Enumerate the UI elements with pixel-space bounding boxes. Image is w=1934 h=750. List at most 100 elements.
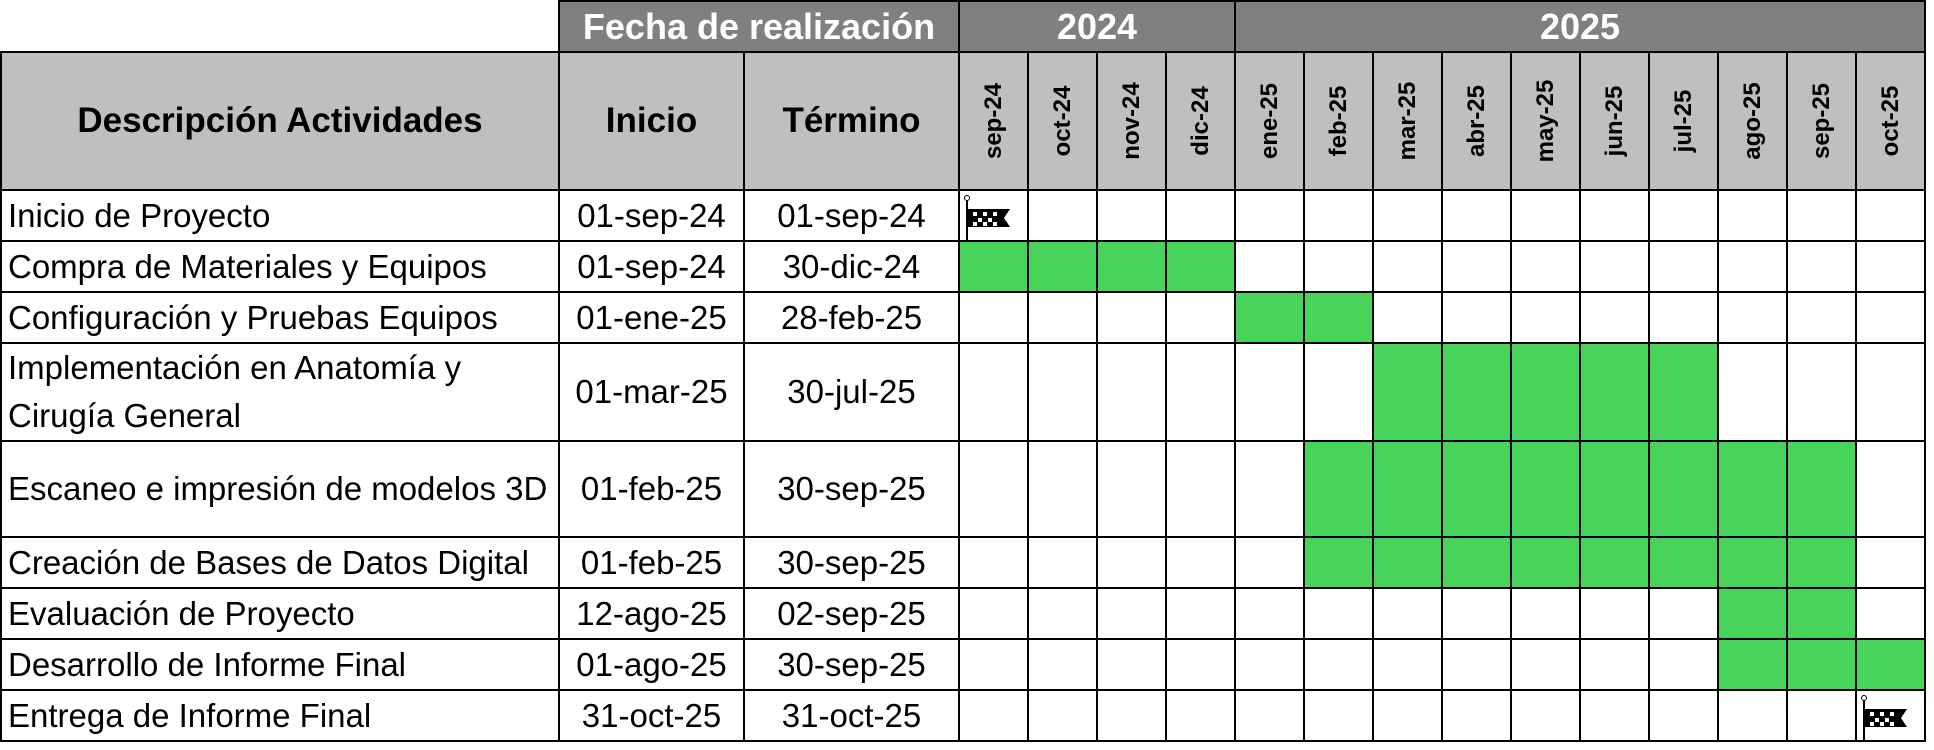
month-label: may-25 [1531,79,1559,163]
gantt-bar-cell [1717,638,1788,691]
gantt-bar-cell [1441,342,1512,442]
task-description: Evaluación de Proyecto [0,587,560,640]
gantt-empty-cell [958,689,1029,742]
gantt-bar-cell [1303,291,1374,344]
gantt-bar-cell [1579,536,1650,589]
gantt-empty-cell [1027,342,1098,442]
month-label: jun-25 [1600,85,1628,157]
month-label: ene-25 [1255,82,1283,160]
gantt-empty-cell [1234,342,1305,442]
gantt-empty-cell [1234,638,1305,691]
gantt-bar-cell [1372,440,1443,538]
gantt-empty-cell [1855,189,1926,242]
gantt-bar-cell [1441,536,1512,589]
month-header-sep-24: sep-24 [958,51,1029,191]
gantt-empty-cell [1441,291,1512,344]
gantt-empty-cell [1855,342,1926,442]
gantt-empty-cell [1165,291,1236,344]
gantt-empty-cell [1786,189,1857,242]
task-description: Inicio de Proyecto [0,189,560,242]
task-description: Creación de Bases de Datos Digital [0,536,560,589]
gantt-bar-cell [1234,291,1305,344]
gantt-empty-cell [1234,587,1305,640]
gantt-bar-cell [1303,536,1374,589]
month-label: sep-25 [1807,82,1835,160]
gantt-empty-cell [1096,638,1167,691]
gantt-empty-cell [1372,291,1443,344]
gantt-empty-cell [1027,440,1098,538]
gantt-empty-cell [1510,638,1581,691]
task-row: Desarrollo de Informe Final 01-ago-25 30-s… [0,638,1926,691]
month-header-jul-25: jul-25 [1648,51,1719,191]
gantt-empty-cell [1717,240,1788,293]
gantt-empty-cell [1441,689,1512,742]
gantt-empty-cell [1441,638,1512,691]
gantt-empty-cell [958,342,1029,442]
month-label: mar-25 [1393,81,1421,161]
gantt-empty-cell [1096,587,1167,640]
gantt-empty-cell [1717,291,1788,344]
gantt-empty-cell [958,189,1029,242]
task-start-date: 12-ago-25 [558,587,745,640]
gantt-empty-cell [1234,536,1305,589]
gantt-empty-cell [1027,638,1098,691]
gantt-bar-cell [1441,440,1512,538]
gantt-empty-cell [1303,638,1374,691]
gantt-empty-cell [1441,240,1512,293]
fecha-header: Fecha de realización [558,0,960,53]
task-start-date: 01-ene-25 [558,291,745,344]
task-end-date: 31-oct-25 [743,689,960,742]
gantt-empty-cell [1372,689,1443,742]
gantt-empty-cell [1027,189,1098,242]
task-row: Inicio de Proyecto 01-sep-24 01-sep-24 [0,189,1926,242]
gantt-empty-cell [1786,689,1857,742]
gantt-empty-cell [1510,587,1581,640]
task-start-date: 31-oct-25 [558,689,745,742]
gantt-empty-cell [1855,587,1926,640]
task-start-date: 01-sep-24 [558,189,745,242]
month-label: abr-25 [1462,84,1490,158]
gantt-empty-cell [1096,689,1167,742]
gantt-empty-cell [1579,291,1650,344]
gantt-bar-cell [1786,587,1857,640]
gantt-empty-cell [1303,189,1374,242]
task-end-date: 28-feb-25 [743,291,960,344]
gantt-bar-cell [1579,342,1650,442]
gantt-empty-cell [1372,189,1443,242]
task-row: Evaluación de Proyecto 12-ago-25 02-sep-25 [0,587,1926,640]
gantt-empty-cell [1648,240,1719,293]
gantt-empty-cell [1579,240,1650,293]
task-row: Configuración y Pruebas Equipos 01-ene-25… [0,291,1926,344]
gantt-empty-cell [1441,189,1512,242]
month-header-oct-25: oct-25 [1855,51,1926,191]
gantt-empty-cell [1096,440,1167,538]
gantt-empty-cell [1648,689,1719,742]
gantt-empty-cell [1855,440,1926,538]
gantt-empty-cell [1579,689,1650,742]
col-header-desc: Descripción Actividades [0,51,560,191]
gantt-empty-cell [1648,587,1719,640]
gantt-empty-cell [1855,240,1926,293]
month-label: oct-24 [1048,85,1076,157]
task-end-date: 30-dic-24 [743,240,960,293]
gantt-empty-cell [1441,587,1512,640]
month-header-nov-24: nov-24 [1096,51,1167,191]
gantt-empty-cell [1303,587,1374,640]
gantt-empty-cell [1234,189,1305,242]
year-header-2024: 2024 [958,0,1236,53]
gantt-empty-cell [958,291,1029,344]
gantt-empty-cell [1165,638,1236,691]
task-description: Desarrollo de Informe Final [0,638,560,691]
month-label: nov-24 [1117,82,1145,160]
gantt-bar-cell [1648,440,1719,538]
gantt-empty-cell [1027,291,1098,344]
gantt-empty-cell [1648,189,1719,242]
gantt-empty-cell [1717,342,1788,442]
gantt-bar-cell [1165,240,1236,293]
gantt-empty-cell [1096,291,1167,344]
gantt-empty-cell [1372,240,1443,293]
gantt-empty-cell [1165,536,1236,589]
gantt-empty-cell [1579,638,1650,691]
month-header-jun-25: jun-25 [1579,51,1650,191]
